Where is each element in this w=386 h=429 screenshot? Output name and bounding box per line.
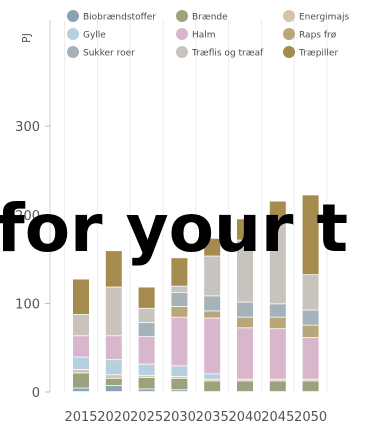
- bar-segment: [138, 287, 155, 308]
- bar-segment: [237, 302, 253, 317]
- bar-segment: [138, 376, 155, 378]
- bar-segment: [138, 364, 155, 376]
- bar-segment: [204, 379, 221, 381]
- bar-segment: [204, 374, 221, 379]
- bar-segment: [73, 388, 89, 392]
- x-tick-label: 2015: [64, 410, 97, 425]
- legend-swatch: [283, 10, 295, 22]
- bars: [73, 195, 319, 392]
- bar-segment: [171, 317, 188, 366]
- bar-segment: [73, 369, 89, 373]
- bar-segment: [269, 379, 286, 381]
- x-tick-label: 2040: [228, 410, 261, 425]
- x-tick-label: 2035: [196, 410, 229, 425]
- bar-segment: [171, 378, 188, 390]
- bar-segment: [237, 317, 253, 328]
- legend-label: Energimajs: [299, 13, 349, 23]
- y-tick-label: 0: [32, 386, 40, 401]
- y-axis-label: PJ: [20, 33, 33, 43]
- bar-segment: [302, 379, 319, 381]
- x-tick-label: 2050: [294, 410, 327, 425]
- bar-segment: [138, 389, 155, 392]
- x-tick-label: 2030: [163, 410, 196, 425]
- bar-segment: [269, 317, 286, 329]
- legend-label: Biobrændstoffer: [83, 13, 156, 23]
- legend: Biobrændstoffer Brænde Energimajs Gylle Halm…: [67, 10, 349, 59]
- legend-swatch: [283, 46, 295, 58]
- legend-swatch: [67, 46, 79, 58]
- bar-segment: [171, 366, 188, 377]
- bar-segment: [138, 308, 155, 323]
- bar-segment: [269, 329, 286, 379]
- y-tick-label: 100: [15, 297, 40, 312]
- axes: 0 100 200 300 PJ 2015 2020 2025 2030 2035 2040 2045…: [15, 20, 327, 425]
- legend-label: Halm: [192, 31, 216, 41]
- grid-lines: [64, 20, 328, 392]
- bar-segment: [171, 286, 188, 292]
- bar-segment: [237, 219, 253, 240]
- x-tick-label: 2025: [130, 410, 163, 425]
- bar-segment: [302, 195, 319, 275]
- bar-segment: [105, 385, 122, 392]
- legend-label: Træpiller: [298, 49, 338, 59]
- x-tick-label: 2020: [97, 410, 130, 425]
- bar-segment: [237, 379, 253, 381]
- bar-segment: [302, 381, 319, 392]
- bar-segment: [204, 256, 221, 296]
- legend-swatch: [67, 10, 79, 22]
- bar-segment: [204, 318, 221, 374]
- bar-segment: [105, 251, 122, 287]
- bar-segment: [105, 378, 122, 385]
- bar-segment: [73, 314, 89, 336]
- bar-segment: [138, 322, 155, 337]
- legend-label: Træflis og træaf: [191, 49, 264, 59]
- bar-segment: [237, 328, 253, 379]
- legend-label: Raps frø: [299, 31, 337, 41]
- bar-segment: [105, 287, 122, 336]
- bar-segment: [204, 381, 221, 392]
- legend-label: Gylle: [83, 31, 106, 41]
- bar-segment: [237, 381, 253, 392]
- bar-segment: [302, 337, 319, 379]
- overlay-caption: for your t: [0, 190, 349, 267]
- bar-segment: [73, 373, 89, 388]
- y-tick-label: 300: [15, 120, 40, 135]
- bar-segment: [269, 220, 286, 304]
- bar-segment: [302, 310, 319, 325]
- bar-segment: [204, 296, 221, 311]
- bar-segment: [171, 258, 188, 286]
- bar-segment: [204, 311, 221, 318]
- legend-swatch: [283, 28, 295, 40]
- bar-segment: [171, 306, 188, 317]
- bar-segment: [269, 381, 286, 392]
- bar-segment: [302, 325, 319, 338]
- y-tick-label: 200: [15, 209, 40, 224]
- bar-segment: [237, 240, 253, 302]
- bar-segment: [269, 304, 286, 317]
- bar-segment: [73, 336, 89, 357]
- legend-label: Sukker roer: [83, 49, 135, 59]
- legend-swatch: [67, 28, 79, 40]
- bar-segment: [269, 201, 286, 220]
- bar-segment: [171, 292, 188, 307]
- legend-swatch: [176, 28, 188, 40]
- bar-segment: [204, 238, 221, 256]
- bar-segment: [73, 357, 89, 370]
- bar-segment: [171, 390, 188, 392]
- bar-segment: [105, 336, 122, 360]
- legend-swatch: [176, 46, 188, 58]
- bar-segment: [138, 377, 155, 389]
- bar-segment: [171, 376, 188, 378]
- x-tick-label: 2045: [261, 410, 294, 425]
- bar-segment: [138, 337, 155, 364]
- bar-segment: [105, 375, 122, 378]
- legend-label: Brænde: [192, 13, 228, 23]
- bar-segment: [302, 275, 319, 310]
- bar-segment: [73, 279, 89, 315]
- bar-segment: [105, 360, 122, 375]
- legend-swatch: [176, 10, 188, 22]
